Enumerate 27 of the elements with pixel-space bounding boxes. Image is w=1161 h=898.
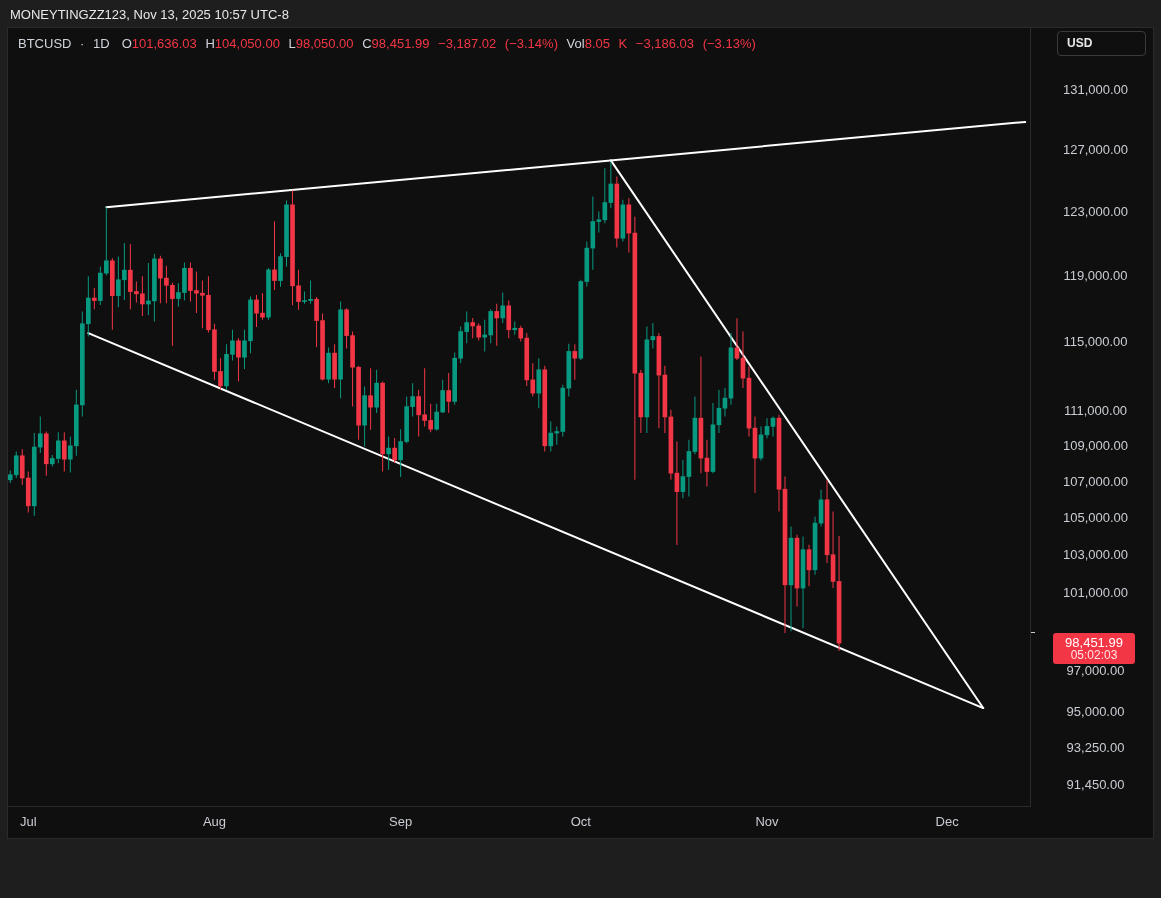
- y-tick-label: 119,000.00: [1063, 267, 1128, 283]
- text: 98,451.99: [1065, 634, 1123, 650]
- y-tick-label: 111,000.00: [1063, 402, 1128, 418]
- y-tick-label: 105,000.00: [1062, 510, 1129, 526]
- x-tick-label: Aug: [202, 814, 227, 830]
- y-tick-label: 131,000.00: [1062, 82, 1129, 98]
- x-tick-label: Dec: [935, 814, 960, 830]
- y-tick-label: 107,000.00: [1062, 473, 1129, 489]
- y-tick-label: 115,000.00: [1063, 334, 1128, 350]
- y-tick-label: 91,450.00: [1066, 777, 1125, 793]
- y-tick-label: 97,000.00: [1066, 663, 1125, 679]
- y-tick-label: 109,000.00: [1062, 437, 1129, 453]
- y-tick-label: 95,000.00: [1066, 703, 1125, 719]
- text: 05:02:03: [1070, 648, 1118, 663]
- y-tick-label: 123,000.00: [1062, 203, 1129, 219]
- x-tick-label: Jul: [19, 814, 37, 830]
- y-tick-label: 103,000.00: [1062, 547, 1129, 563]
- y-tick-label: 93,250.00: [1066, 739, 1125, 755]
- y-tick-label: 101,000.00: [1062, 585, 1129, 601]
- x-tick-label: Nov: [755, 814, 780, 830]
- text: BTCUSD · 1D: [18, 36, 110, 51]
- text: USD: [1067, 36, 1093, 51]
- text: MONEYTINGZZ123, Nov 13, 2025 10:57 UTC-8: [10, 7, 289, 22]
- text: O101,636.03 H104,050.00 L98,050.00 C98,451.99 −3,187.02 (−3.14%) Vol8.05 K −3,186.03 (−3.13%): [121, 36, 756, 51]
- x-tick-label: Sep: [389, 814, 413, 830]
- y-tick-label: 127,000.00: [1062, 142, 1129, 158]
- x-tick-label: Oct: [570, 814, 592, 830]
